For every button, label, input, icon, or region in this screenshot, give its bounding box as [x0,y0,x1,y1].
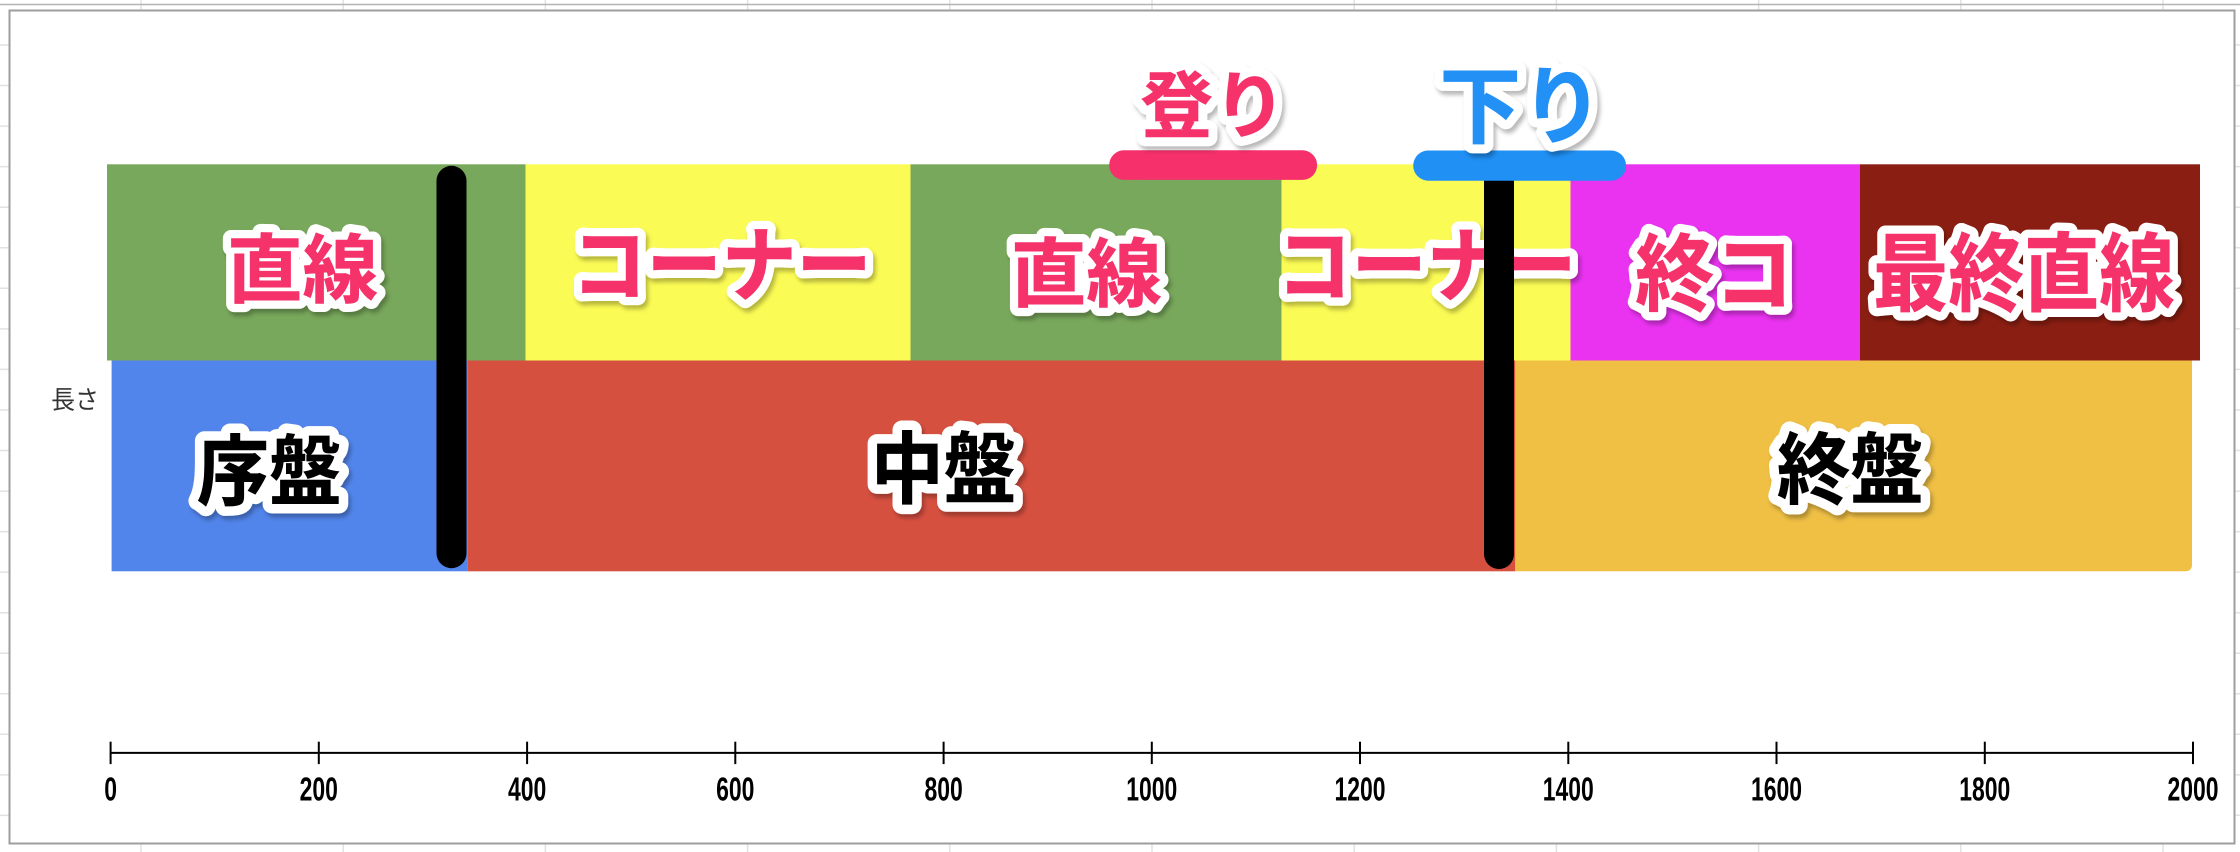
svg-text:1400: 1400 [1543,771,1594,808]
svg-text:2000: 2000 [2167,771,2218,808]
svg-text:1000: 1000 [1126,771,1177,808]
svg-text:1600: 1600 [1751,771,1802,808]
svg-text:0: 0 [104,771,117,808]
svg-text:200: 200 [300,771,338,808]
svg-text:400: 400 [508,771,546,808]
svg-text:1200: 1200 [1334,771,1385,808]
svg-text:600: 600 [716,771,754,808]
svg-text:800: 800 [924,771,962,808]
svg-text:1800: 1800 [1959,771,2010,808]
